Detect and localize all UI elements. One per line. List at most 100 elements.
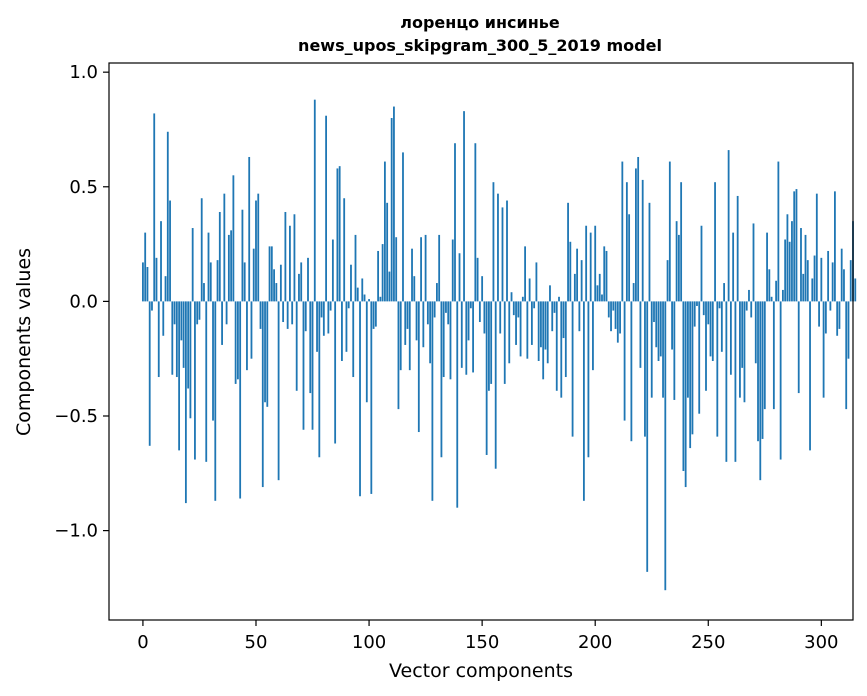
bar-199 [592, 301, 594, 371]
bar-237 [677, 234, 680, 302]
bar-277 [768, 269, 771, 302]
bar-81 [325, 115, 327, 302]
bar-196 [585, 225, 588, 302]
bar-278 [770, 296, 773, 302]
bar-287 [791, 221, 793, 302]
bar-295 [809, 301, 811, 451]
bar-53 [261, 301, 264, 488]
bar-64 [286, 301, 289, 329]
bar-263 [736, 195, 739, 302]
bar-8 [160, 221, 162, 302]
bar-40 [232, 175, 235, 302]
bar-16 [178, 301, 181, 451]
bar-110 [390, 118, 393, 302]
x-tick-label: 300 [804, 632, 838, 653]
bar-221 [641, 179, 644, 302]
bar-84 [331, 239, 334, 302]
bar-78 [318, 301, 321, 458]
bar-174 [535, 262, 538, 302]
bar-208 [612, 301, 615, 311]
bar-180 [549, 285, 551, 302]
bar-49 [252, 248, 255, 302]
bar-146 [472, 301, 474, 373]
bar-210 [616, 301, 619, 343]
bar-4 [151, 301, 153, 311]
bar-114 [399, 301, 402, 371]
bar-87 [338, 166, 341, 302]
bar-105 [379, 296, 382, 302]
bar-286 [788, 241, 791, 302]
bar-256 [720, 301, 723, 352]
bar-250 [707, 301, 710, 325]
bar-219 [637, 156, 640, 302]
bar-312 [847, 301, 850, 359]
bar-0 [142, 262, 144, 302]
bar-121 [415, 301, 418, 341]
bar-201 [596, 285, 599, 302]
bar-148 [476, 257, 479, 302]
bar-37 [225, 301, 228, 325]
bar-271 [754, 301, 757, 364]
bar-136 [449, 301, 452, 380]
bar-28 [205, 301, 208, 462]
x-tick-label: 0 [137, 632, 148, 653]
bar-315 [854, 278, 857, 302]
bar-164 [512, 301, 515, 316]
bar-289 [795, 189, 798, 302]
bar-274 [761, 301, 764, 439]
bar-242 [689, 301, 692, 449]
bar-290 [797, 301, 800, 394]
bar-76 [313, 99, 316, 302]
x-tick-label: 100 [352, 632, 386, 653]
bar-51 [257, 193, 260, 302]
bar-212 [621, 161, 624, 302]
bar-302 [824, 301, 827, 334]
bar-30 [209, 262, 212, 302]
bar-104 [377, 250, 380, 302]
bar-120 [413, 276, 416, 302]
x-axis-label: Vector components [389, 660, 573, 682]
bar-93 [352, 301, 355, 378]
bar-300 [820, 257, 823, 302]
bar-204 [603, 246, 606, 302]
bar-102 [372, 301, 375, 329]
bar-52 [259, 301, 262, 329]
bar-137 [451, 239, 454, 302]
bar-14 [173, 301, 176, 325]
bar-77 [316, 301, 318, 352]
bar-176 [540, 301, 542, 348]
bar-310 [843, 269, 845, 302]
bar-56 [268, 246, 271, 302]
bar-232 [666, 260, 669, 302]
bar-10 [164, 276, 167, 302]
bar-186 [562, 301, 565, 339]
bar-22 [191, 228, 194, 302]
bar-268 [748, 289, 750, 302]
bar-188 [567, 202, 569, 302]
bar-109 [388, 271, 391, 302]
bar-167 [519, 301, 522, 357]
bar-247 [700, 225, 703, 302]
bar-144 [467, 301, 470, 341]
bar-3 [148, 301, 151, 446]
bar-175 [537, 301, 540, 361]
bar-48 [250, 301, 253, 359]
bar-23 [194, 301, 196, 460]
bar-235 [673, 301, 676, 400]
bar-267 [745, 301, 748, 311]
bar-100 [368, 299, 370, 302]
bar-141 [460, 301, 463, 368]
bar-179 [546, 301, 549, 364]
bar-6 [155, 257, 158, 302]
bar-285 [786, 214, 789, 302]
bar-231 [664, 301, 667, 591]
bar-205 [605, 250, 608, 302]
bar-103 [374, 301, 377, 327]
bar-5 [153, 113, 156, 302]
bar-275 [763, 301, 766, 410]
bar-106 [381, 244, 384, 302]
bar-129 [433, 301, 436, 318]
bar-91 [347, 301, 350, 309]
bar-135 [447, 301, 450, 325]
bar-181 [551, 301, 554, 332]
